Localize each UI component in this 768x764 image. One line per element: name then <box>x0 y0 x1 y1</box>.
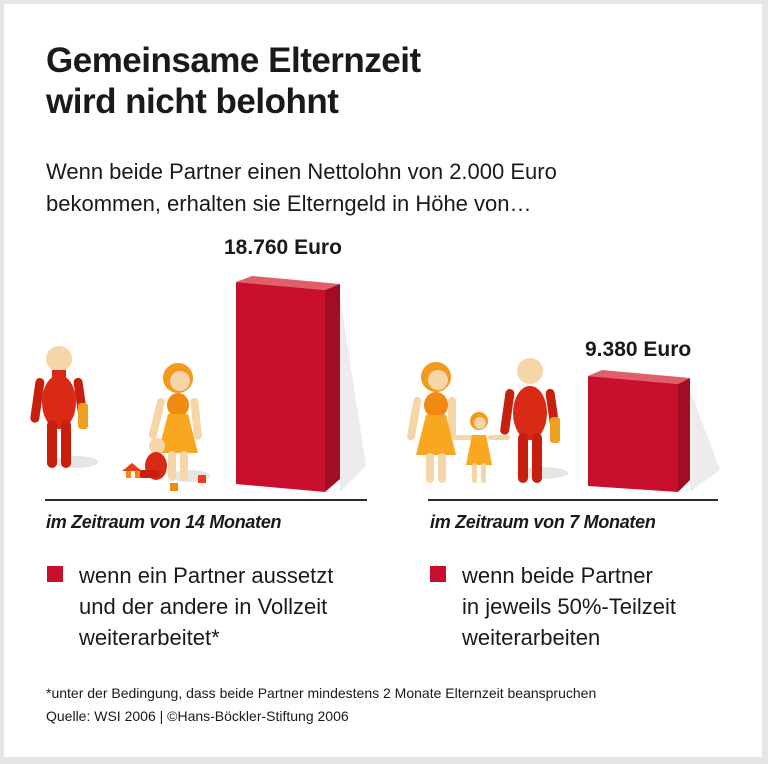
father-figure-icon <box>30 346 98 468</box>
subtitle-line-2: bekommen, erhalten sie Elterngeld in Höh… <box>46 191 532 216</box>
bar-2-front <box>588 376 678 492</box>
bar-2-top <box>588 370 690 384</box>
legend-swatch-1 <box>47 566 63 582</box>
subtitle-line-1: Wenn beide Partner einen Nettolohn von 2… <box>46 159 557 184</box>
legend-text-2: wenn beide Partner in jeweils 50%-Teilze… <box>462 563 676 650</box>
bar-value-label-2: 9.380 Euro <box>585 338 692 361</box>
bar-1-front <box>236 282 325 492</box>
baseline-1 <box>45 499 367 501</box>
chart-title: Gemeinsame Elternzeit wird nicht belohnt <box>46 40 421 122</box>
title-line-2: wird nicht belohnt <box>46 82 339 121</box>
bar-value-label-1: 18.760 Euro <box>224 236 342 259</box>
bar-1-top <box>236 276 340 290</box>
mother-child-figure-icon <box>122 363 210 491</box>
period-label-1: im Zeitraum von 14 Monaten <box>46 512 282 532</box>
period-label-2: im Zeitraum von 7 Monaten <box>430 512 656 532</box>
chart-subtitle: Wenn beide Partner einen Nettolohn von 2… <box>46 156 557 220</box>
bar-1-side <box>325 284 340 492</box>
legend-swatch-2 <box>430 566 446 582</box>
bar-2-side <box>678 378 690 492</box>
family-figures-icon <box>407 358 568 483</box>
footnote: *unter der Bedingung, dass beide Partner… <box>46 685 597 701</box>
legend-text-1: wenn ein Partner aussetzt und der andere… <box>79 563 334 650</box>
title-line-1: Gemeinsame Elternzeit <box>46 41 421 80</box>
bar-2 <box>588 370 720 492</box>
baseline-2 <box>428 499 718 501</box>
source-credit: Quelle: WSI 2006 | ©Hans-Böckler-Stiftun… <box>46 708 349 724</box>
bar-1 <box>236 276 366 492</box>
